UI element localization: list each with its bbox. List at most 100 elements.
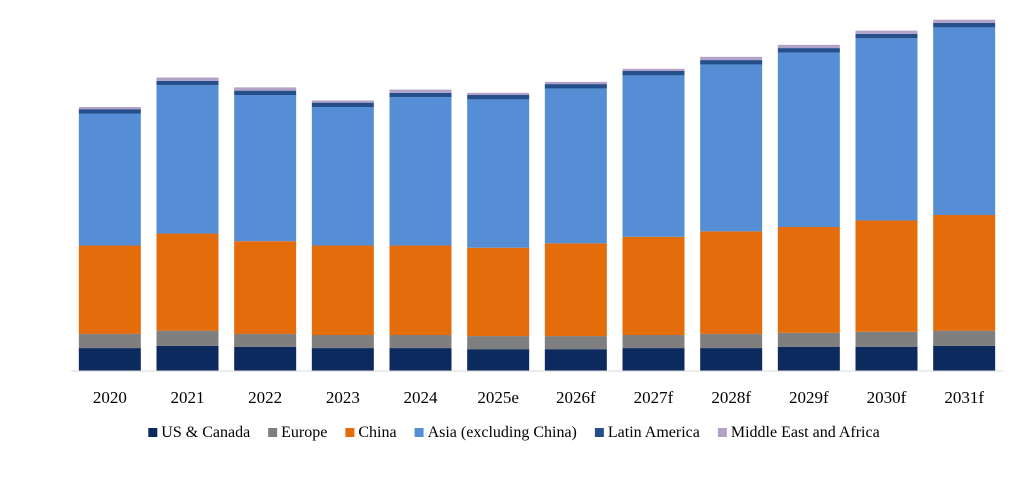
bar-segment-2022-us-canada — [234, 347, 297, 371]
bar-segment-2031f-asia-excluding-china- — [933, 27, 996, 215]
legend-item-europe: Europe — [268, 424, 327, 441]
bar-segment-2028f-us-canada — [700, 348, 763, 371]
bar-segment-2022-latin-america — [234, 90, 297, 95]
x-tick-label: 2024 — [404, 388, 439, 407]
bar-segment-2023-asia-excluding-china- — [311, 107, 374, 246]
bars-layer — [78, 19, 996, 371]
bar-segment-2026f-middle-east-and-africa — [544, 81, 607, 85]
x-tick-label: 2030f — [867, 388, 907, 407]
bar-segment-2021-middle-east-and-africa — [156, 77, 219, 81]
bar-segment-2031f-europe — [933, 330, 996, 346]
legend-label: US & Canada — [161, 424, 250, 441]
x-tick-label: 2023 — [326, 388, 360, 407]
bar-segment-2021-asia-excluding-china- — [156, 85, 219, 234]
bar-stack-2029f — [777, 44, 840, 371]
bar-segment-2029f-china — [777, 227, 840, 333]
bar-segment-2031f-us-canada — [933, 345, 996, 371]
bar-segment-2027f-europe — [622, 335, 685, 349]
bar-segment-2031f-latin-america — [933, 23, 996, 28]
legend-label: Asia (excluding China) — [428, 424, 577, 441]
bar-stack-2026f — [544, 81, 607, 371]
x-tick-label: 2020 — [93, 388, 127, 407]
legend-label: Latin America — [608, 424, 700, 441]
bar-segment-2031f-middle-east-and-africa — [933, 19, 996, 23]
bar-segment-2024-us-canada — [389, 348, 452, 371]
bar-segment-2030f-us-canada — [855, 347, 918, 371]
bar-segment-2027f-us-canada — [622, 348, 685, 371]
bar-segment-2025e-asia-excluding-china- — [467, 99, 530, 248]
bar-segment-2023-china — [311, 245, 374, 335]
bar-segment-2028f-middle-east-and-africa — [700, 56, 763, 61]
bar-segment-2027f-china — [622, 236, 685, 335]
bar-segment-2026f-asia-excluding-china- — [544, 88, 607, 244]
bar-segment-2024-china — [389, 245, 452, 335]
x-tick-label: 2022 — [248, 388, 282, 407]
bar-segment-2028f-china — [700, 231, 763, 334]
x-tick-label: 2028f — [711, 388, 751, 407]
legend-item-us-canada: US & Canada — [148, 424, 250, 441]
bar-segment-2025e-middle-east-and-africa — [467, 92, 530, 95]
legend-label: Middle East and Africa — [731, 424, 880, 441]
bar-segment-2030f-middle-east-and-africa — [855, 30, 918, 34]
bar-stack-2030f — [855, 30, 918, 371]
bar-segment-2029f-asia-excluding-china- — [777, 52, 840, 228]
bar-segment-2022-middle-east-and-africa — [234, 87, 297, 91]
bar-stack-2023 — [311, 100, 374, 371]
legend-swatch — [148, 428, 158, 437]
legend-swatch — [594, 428, 604, 437]
bar-segment-2020-middle-east-and-africa — [78, 107, 141, 110]
bar-segment-2020-asia-excluding-china- — [78, 113, 141, 246]
bar-segment-2023-latin-america — [311, 102, 374, 107]
bar-segment-2020-china — [78, 245, 141, 334]
legend-swatch — [717, 428, 727, 437]
legend-item-asia-excluding-china-: Asia (excluding China) — [414, 424, 577, 441]
bar-segment-2029f-us-canada — [777, 347, 840, 371]
bar-segment-2026f-europe — [544, 336, 607, 350]
bar-segment-2031f-china — [933, 215, 996, 331]
bar-stack-2027f — [622, 68, 685, 371]
bar-stack-2028f — [700, 56, 763, 371]
legend-item-latin-america: Latin America — [594, 424, 700, 441]
bar-segment-2024-middle-east-and-africa — [389, 89, 452, 93]
bar-segment-2022-china — [234, 241, 297, 334]
bar-segment-2030f-asia-excluding-china- — [855, 38, 918, 221]
bar-segment-2028f-latin-america — [700, 60, 763, 65]
x-tick-label: 2031f — [944, 388, 984, 407]
bar-segment-2025e-latin-america — [467, 95, 530, 100]
bar-segment-2021-us-canada — [156, 345, 219, 371]
bar-segment-2022-asia-excluding-china- — [234, 95, 297, 242]
bar-segment-2023-us-canada — [311, 348, 374, 371]
bar-segment-2020-latin-america — [78, 109, 141, 114]
bar-segment-2026f-china — [544, 243, 607, 337]
bar-stack-2024 — [389, 89, 452, 371]
bar-stack-2020 — [78, 107, 141, 371]
bar-segment-2024-asia-excluding-china- — [389, 97, 452, 246]
x-tick-label: 2021 — [171, 388, 205, 407]
bar-segment-2029f-latin-america — [777, 48, 840, 53]
bar-segment-2028f-asia-excluding-china- — [700, 64, 763, 232]
bar-segment-2024-latin-america — [389, 92, 452, 98]
bar-segment-2020-europe — [78, 333, 141, 349]
bar-stack-2021 — [156, 77, 219, 371]
bar-segment-2023-middle-east-and-africa — [311, 100, 374, 103]
bar-stack-2031f — [933, 19, 996, 371]
x-tick-label: 2026f — [556, 388, 596, 407]
legend-swatch — [268, 428, 278, 437]
bar-stack-2022 — [234, 87, 297, 371]
legend-item-middle-east-and-africa: Middle East and Africa — [717, 424, 880, 441]
bar-segment-2030f-china — [855, 220, 918, 332]
bar-segment-2028f-europe — [700, 333, 763, 349]
legend-label: China — [358, 424, 396, 441]
legend-swatch — [345, 428, 355, 437]
bar-segment-2020-us-canada — [78, 348, 141, 371]
bar-segment-2025e-us-canada — [467, 349, 530, 371]
bar-segment-2025e-europe — [467, 336, 530, 350]
bar-segment-2022-europe — [234, 333, 297, 347]
legend: US & Canada Europe China Asia (excluding Ch… — [148, 424, 880, 441]
legend-item-china: China — [345, 424, 397, 441]
bar-segment-2021-latin-america — [156, 80, 219, 86]
bar-segment-2026f-us-canada — [544, 349, 607, 371]
bar-segment-2021-china — [156, 233, 219, 331]
